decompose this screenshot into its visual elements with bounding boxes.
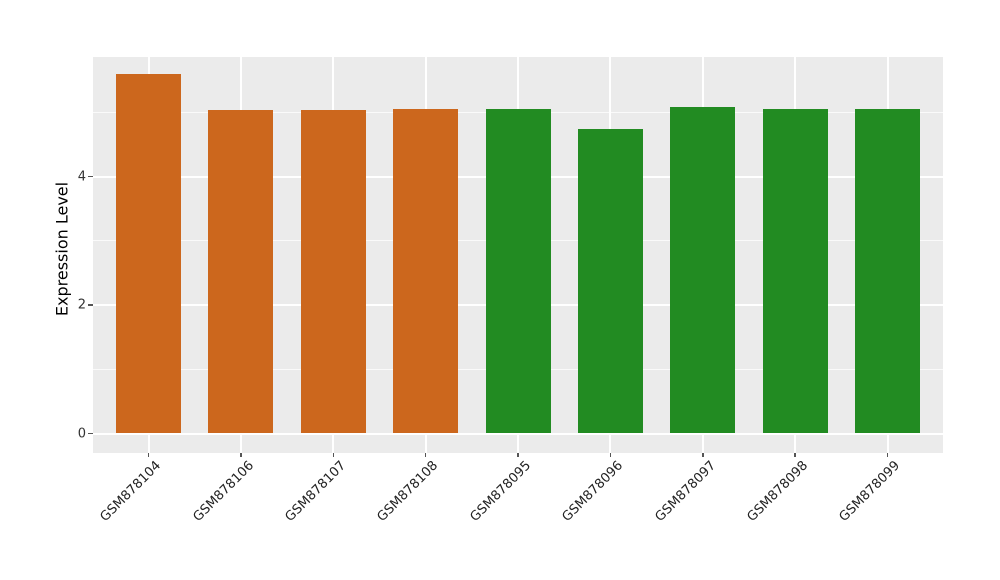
x-tick-label: GSM878106 — [190, 458, 257, 525]
x-tick-label: GSM878096 — [559, 458, 627, 525]
x-tick-mark — [147, 453, 150, 457]
y-axis-title: Expression Level — [52, 181, 72, 317]
bar-GSM878097 — [670, 107, 736, 434]
y-tick-mark — [88, 432, 93, 435]
x-tick-mark — [424, 453, 427, 457]
x-tick-label: GSM878108 — [374, 458, 442, 525]
x-tick-label: GSM878107 — [282, 458, 350, 525]
y-tick-label: 4 — [77, 169, 86, 185]
x-tick-mark — [702, 453, 704, 457]
bar-GSM878096 — [577, 129, 643, 434]
x-tick-mark — [240, 453, 242, 457]
y-tick-label: 0 — [77, 426, 86, 441]
bar-GSM878098 — [762, 109, 828, 434]
x-tick-mark — [517, 453, 519, 457]
y-tick-mark — [88, 175, 93, 178]
x-tick-mark — [886, 453, 889, 457]
gridline-major-y — [93, 432, 943, 435]
x-tick-label: GSM878097 — [652, 458, 719, 525]
x-tick-label: GSM878104 — [97, 458, 165, 525]
bar-GSM878107 — [300, 109, 366, 434]
x-tick-mark — [332, 453, 334, 457]
x-tick-mark — [794, 453, 796, 457]
x-tick-mark — [609, 453, 612, 457]
x-tick-label: GSM878099 — [836, 458, 904, 525]
plot-panel — [93, 57, 943, 453]
bar-GSM878095 — [485, 108, 551, 434]
y-tick-label: 2 — [77, 297, 86, 313]
x-tick-label: GSM878098 — [744, 458, 812, 525]
bar-GSM878099 — [855, 109, 920, 434]
y-tick-mark — [88, 304, 93, 306]
bar-GSM878104 — [116, 73, 181, 434]
bar-GSM878108 — [393, 109, 459, 434]
x-tick-label: GSM878095 — [467, 458, 534, 525]
bar-GSM878106 — [208, 109, 274, 434]
